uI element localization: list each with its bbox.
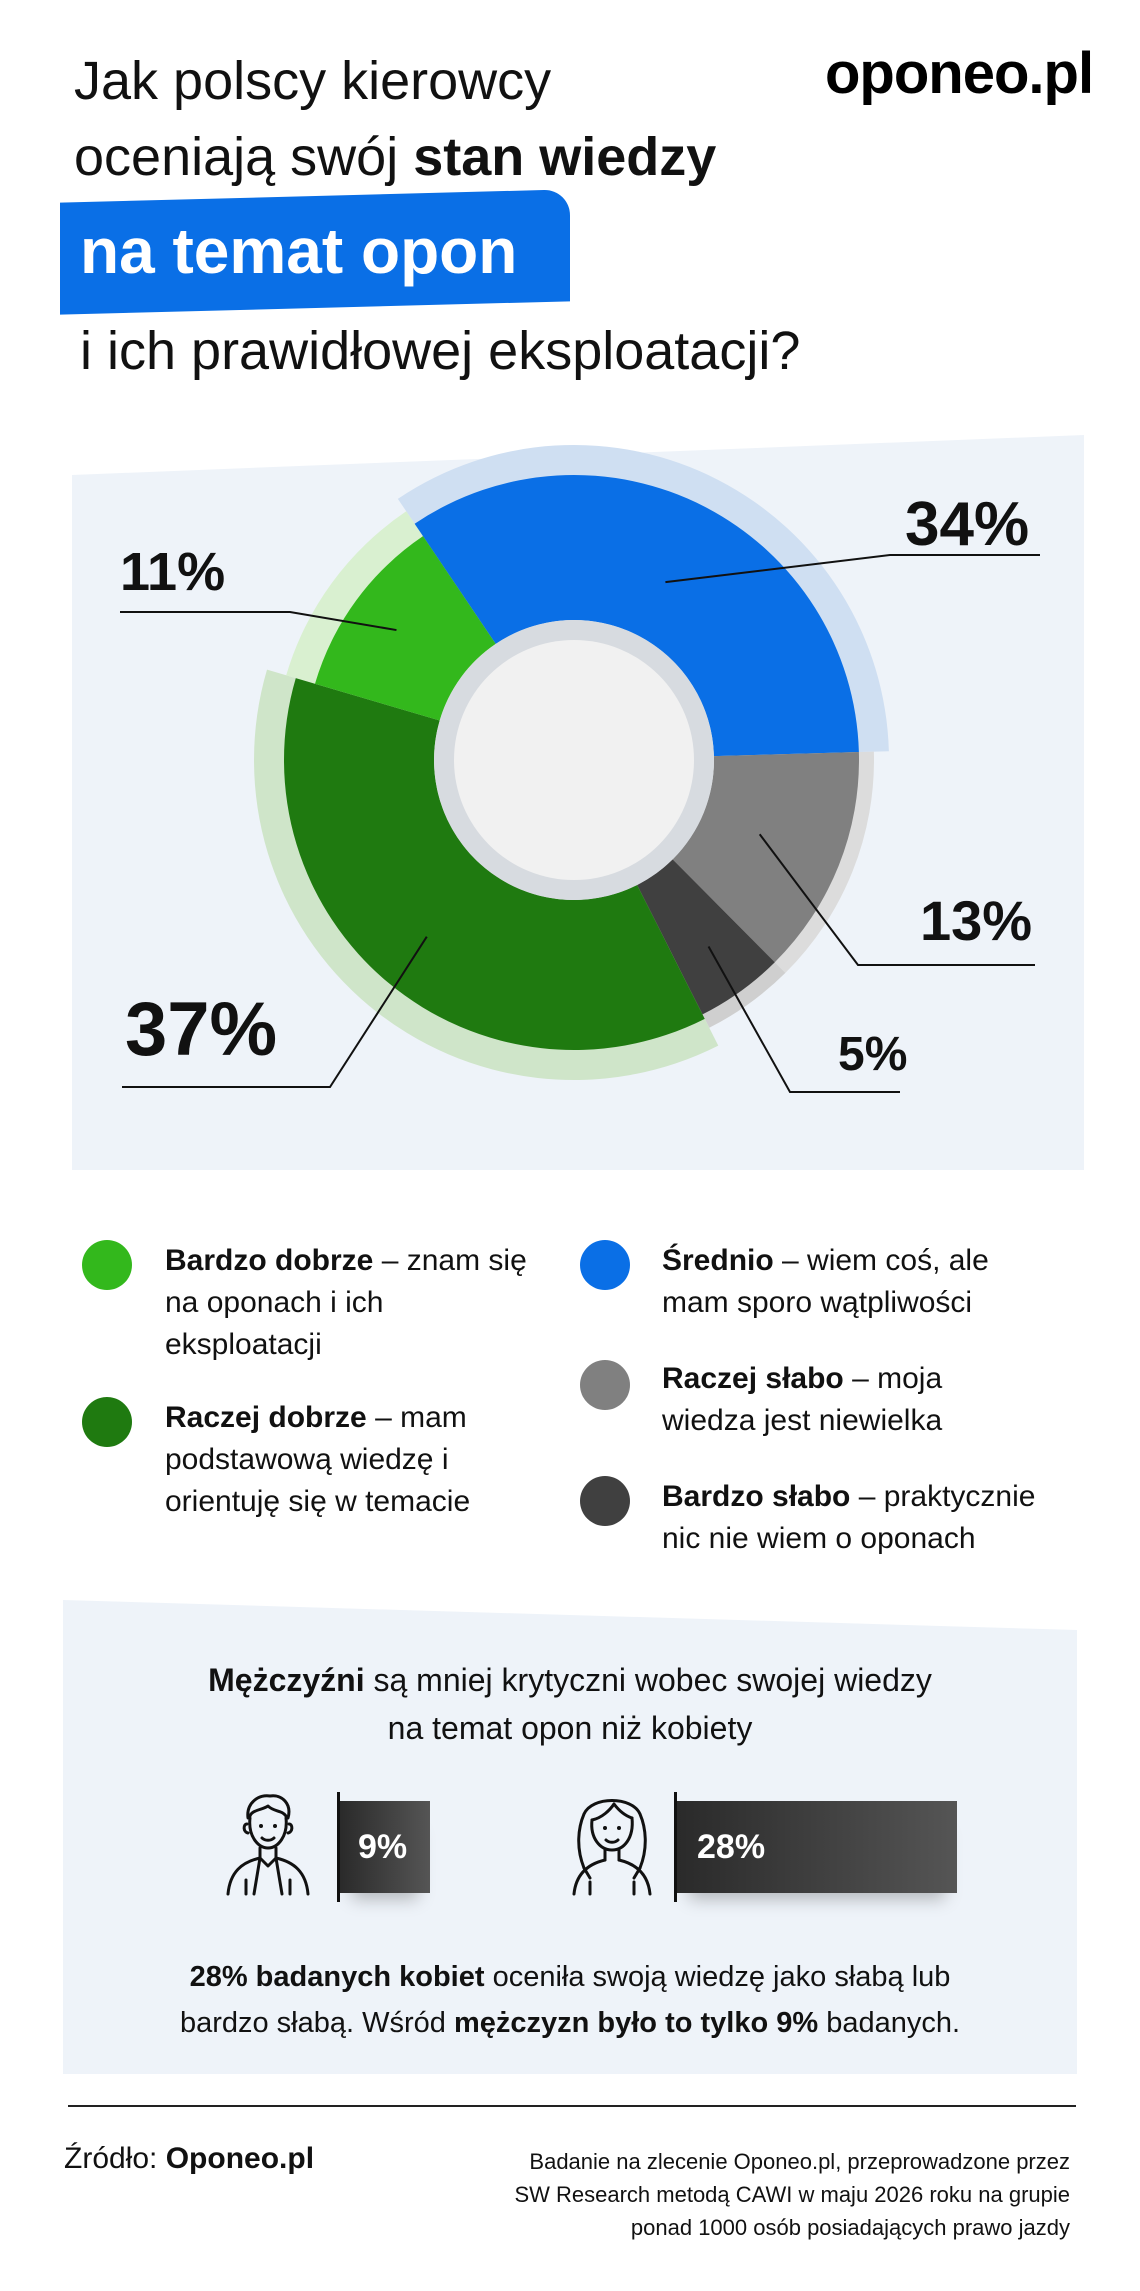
methodology-note: Badanie na zlecenie Oponeo.pl, przeprowa…	[450, 2145, 1070, 2244]
legend-label-rest: – wiem coś, ale mam sporo wątpliwości	[662, 1244, 989, 1319]
man-icon	[226, 1794, 310, 1896]
legend-label-srednio: Średnio – wiem coś, ale mam sporo wątpli…	[662, 1240, 1042, 1324]
legend-label-bold: Średnio	[662, 1244, 774, 1277]
title-line-4: i ich prawidłowej eksploatacji?	[80, 321, 801, 381]
legend-label-bold: Raczej słabo	[662, 1362, 844, 1395]
comparison-title-bold: Mężczyźni	[208, 1662, 365, 1698]
legend-dot-bardzo-dobrze	[82, 1240, 132, 1290]
note-bold-1: 28% badanych kobiet	[189, 1961, 485, 1993]
slice-bardzo_dobrze	[314, 536, 496, 721]
note-line2-end: badanych.	[818, 2007, 961, 2039]
methodology-line-3: ponad 1000 osób posiadających prawo jazd…	[630, 2215, 1070, 2240]
comparison-note-line-2: bardzo słabą. Wśród mężczyzn było to tyl…	[63, 2000, 1077, 2046]
legend-dot-srednio	[580, 1240, 630, 1290]
source-label: Źródło:	[64, 2142, 166, 2175]
comparison-title: Mężczyźni są mniej krytyczni wobec swoje…	[63, 1656, 1077, 1752]
legend-label-raczej-slabo: Raczej słabo – moja wiedza jest niewielk…	[662, 1358, 992, 1442]
comparison-note: 28% badanych kobiet oceniła swoją wiedzę…	[63, 1954, 1077, 2046]
title-line-1: Jak polscy kierowcy	[74, 51, 552, 111]
legend-label-bardzo-slabo: Bardzo słabo – praktycznie nic nie wiem …	[662, 1476, 1072, 1560]
leader-line-raczej_slabo	[758, 833, 1035, 966]
source: Źródło: Oponeo.pl	[64, 2142, 314, 2176]
men-bar-axis	[337, 1792, 340, 1902]
comparison-title-line-2: na temat opon niż kobiety	[387, 1710, 753, 1746]
slice-label-raczej_dobrze: 37%	[125, 987, 277, 1072]
comparison-note-line-1: 28% badanych kobiet oceniła swoją wiedzę…	[63, 1954, 1077, 2000]
slice-srednio	[414, 475, 859, 757]
methodology-line-2: SW Research metodą CAWI w maju 2026 roku…	[514, 2182, 1070, 2207]
donut-chart: 34% 13% 5% 37% 11%	[120, 445, 1040, 1093]
slice-label-raczej_slabo: 13%	[920, 889, 1032, 952]
slice-label-srednio: 34%	[905, 490, 1029, 559]
leader-line-raczej_dobrze	[122, 936, 428, 1088]
men-bar-label: 9%	[358, 1828, 408, 1866]
comparison-title-line-1: Mężczyźni są mniej krytyczni wobec swoje…	[63, 1656, 1077, 1704]
comparison-title-rest: są mniej krytyczni wobec swojej wiedzy	[364, 1662, 932, 1698]
oponeo-logo: oponeo.pl	[825, 41, 1094, 106]
women-bar-label: 28%	[697, 1828, 766, 1866]
slice-label-bardzo_slabo: 5%	[838, 1028, 907, 1081]
legend-label-rest: – moja wiedza jest niewielka	[662, 1362, 943, 1437]
note-rest-1: oceniła swoją wiedzę jako słabą lub	[484, 1961, 951, 1993]
women-bar-axis	[674, 1792, 677, 1902]
leader-line-srednio	[665, 554, 1040, 584]
legend-label-rest: – praktycznie nic nie wiem o oponach	[662, 1480, 1036, 1555]
footer-divider	[68, 2105, 1076, 2107]
legend-dot-raczej-slabo	[580, 1360, 630, 1410]
legend-dot-raczej-dobrze	[82, 1397, 132, 1447]
legend-dot-bardzo-slabo	[580, 1476, 630, 1526]
title-highlight-text: na temat opon	[80, 215, 518, 287]
note-line2-start: bardzo słabą. Wśród	[179, 2007, 454, 2039]
women-bar: 28%	[677, 1801, 957, 1893]
note-bold-2: mężczyzn było to tylko 9%	[453, 2007, 819, 2039]
legend-label-bold: Bardzo słabo	[662, 1480, 851, 1513]
slice-label-bardzo_dobrze: 11%	[120, 542, 225, 602]
men-bar: 9%	[340, 1801, 430, 1893]
legend-label-rest: – znam się na oponach i ich eksploatacji	[165, 1244, 527, 1361]
slice-bardzo_slabo	[637, 859, 775, 1015]
title-line-2: oceniają swój stan wiedzy	[74, 127, 717, 187]
slice-raczej_slabo	[672, 752, 859, 963]
leader-line-bardzo_slabo	[707, 946, 900, 1093]
legend-label-bold: Bardzo dobrze	[165, 1244, 374, 1277]
title-line-2-regular: oceniają swój	[74, 127, 414, 187]
legend-label-raczej-dobrze: Raczej dobrze – mam podstawową wiedzę i …	[165, 1397, 535, 1523]
title-line-2-bold: stan wiedzy	[413, 127, 717, 187]
legend-label-rest: – mam podstawową wiedzę i orientuję się …	[165, 1401, 471, 1518]
legend-label-bardzo-dobrze: Bardzo dobrze – znam się na oponach i ic…	[165, 1240, 545, 1366]
methodology-line-1: Badanie na zlecenie Oponeo.pl, przeprowa…	[529, 2149, 1070, 2174]
legend-label-bold: Raczej dobrze	[165, 1401, 367, 1434]
source-name: Oponeo.pl	[165, 2142, 315, 2175]
slice-raczej_dobrze	[283, 678, 705, 1051]
leader-line-bardzo_dobrze	[120, 611, 397, 632]
donut-center	[454, 640, 694, 880]
woman-icon	[572, 1799, 652, 1896]
